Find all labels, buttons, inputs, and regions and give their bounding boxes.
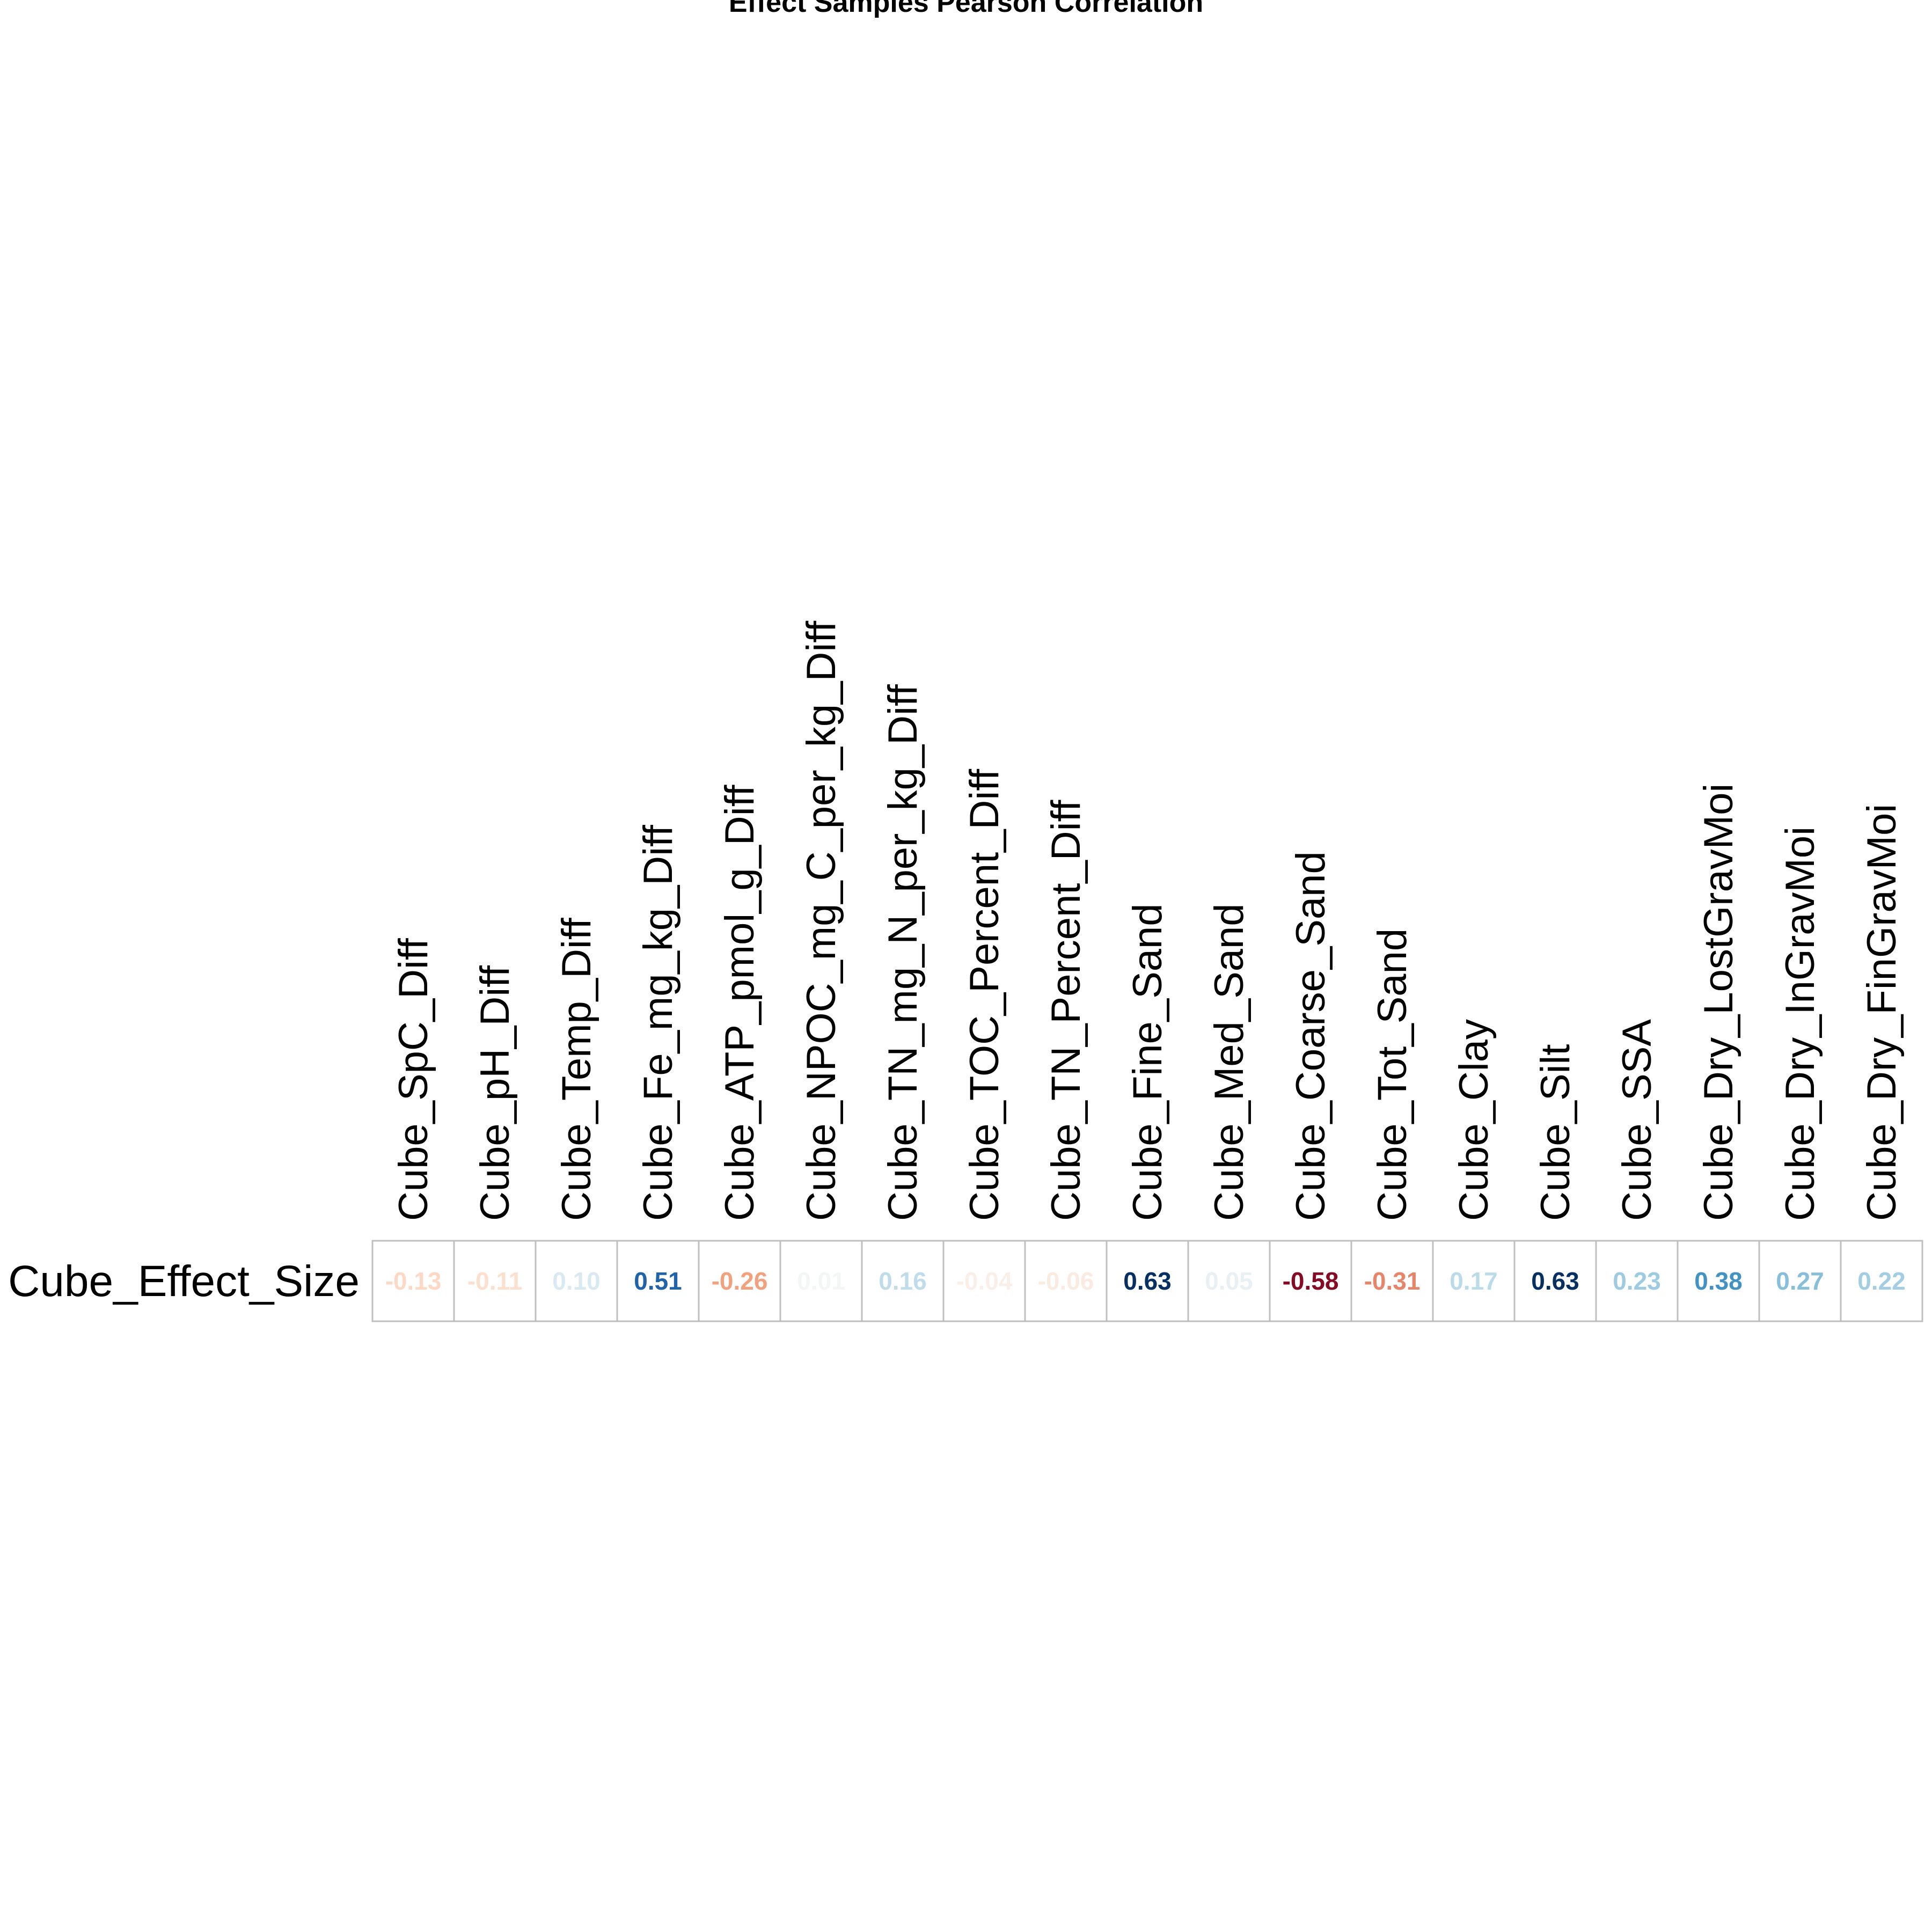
cell-value-label: 0.63 [1123, 1267, 1172, 1295]
column-label-cube-spc-diff: Cube_SpC_Diff [391, 938, 436, 1221]
heatmap-cell [1024, 1240, 1108, 1322]
cell-value-label: 0.01 [797, 1267, 845, 1295]
heatmap-cell [1350, 1240, 1434, 1322]
column-labels: Cube_SpC_Diff Cube_pH_Diff Cube_Temp_Diff C… [391, 620, 1905, 1221]
heatmap-cell [1677, 1240, 1760, 1322]
column-label-cube-temp-diff: Cube_Temp_Diff [554, 917, 599, 1221]
chart-title: Effect Samples Pearson Correlation [729, 0, 1203, 18]
column-label-cube-dry-lostgravmoi: Cube_Dry_LostGravMoi [1696, 784, 1741, 1221]
cell-value-label: 0.10 [552, 1267, 601, 1295]
column-label-cube-ssa: Cube_SSA [1614, 1019, 1660, 1221]
cell-value-label: 0.05 [1205, 1267, 1253, 1295]
column-label-cube-fe-mg-kg-diff: Cube_Fe_mg_kg_Diff [635, 824, 681, 1221]
row-labels: Cube_Effect_Size [8, 1257, 360, 1306]
cell-value-label: -0.13 [385, 1267, 442, 1295]
cell-value-label: 0.22 [1857, 1267, 1906, 1295]
column-label-cube-tn-percent-diff: Cube_TN_Percent_Diff [1043, 800, 1089, 1221]
heatmap-cell [371, 1240, 455, 1322]
cell-value-label: 0.23 [1613, 1267, 1661, 1295]
row-label-cube-effect-size: Cube_Effect_Size [8, 1257, 360, 1306]
heatmap-cell [1758, 1240, 1842, 1322]
heatmap-cell [1106, 1240, 1189, 1322]
heatmap-cell [1269, 1240, 1352, 1322]
column-label-cube-coarse-sand: Cube_Coarse_Sand [1288, 851, 1334, 1221]
column-label-cube-dry-fingravmoi: Cube_Dry_FinGravMoi [1859, 804, 1905, 1221]
cell-value-label: 0.16 [879, 1267, 927, 1295]
cell-value-label: 0.63 [1531, 1267, 1579, 1295]
heatmap-cell [535, 1240, 618, 1322]
cell-value-label: 0.38 [1694, 1267, 1743, 1295]
heatmap-cell [453, 1240, 537, 1322]
column-label-cube-silt: Cube_Silt [1533, 1044, 1578, 1221]
heatmap-cell [779, 1240, 863, 1322]
cell-value-label: 0.27 [1776, 1267, 1824, 1295]
column-label-cube-fine-sand: Cube_Fine_Sand [1125, 903, 1170, 1221]
cell-value-label: -0.58 [1283, 1267, 1339, 1295]
column-label-cube-atp-pmol-g-diff: Cube_ATP_pmol_g_Diff [717, 785, 763, 1221]
heatmap-cell [1595, 1240, 1679, 1322]
cell-value-label: -0.04 [956, 1267, 1013, 1295]
cell-value-label: -0.26 [712, 1267, 768, 1295]
column-label-cube-tn-mg-n-per-kg-diff: Cube_TN_mg_N_per_kg_Diff [880, 684, 926, 1221]
heatmap-cell [942, 1240, 1026, 1322]
column-label-cube-dry-ingravmoi: Cube_Dry_InGravMoi [1777, 826, 1823, 1221]
column-label-cube-toc-percent-diff: Cube_TOC_Percent_Diff [962, 769, 1007, 1221]
heatmap-cell [698, 1240, 781, 1322]
column-label-cube-npoc-mg-c-per-kg-diff: Cube_NPOC_mg_C_per_kg_Diff [799, 620, 844, 1221]
heatmap-cell [861, 1240, 945, 1322]
column-label-cube-tot-sand: Cube_Tot_Sand [1370, 928, 1415, 1221]
column-label-cube-med-sand: Cube_Med_Sand [1206, 903, 1252, 1221]
cell-value-label: -0.06 [1038, 1267, 1094, 1295]
column-label-cube-ph-diff: Cube_pH_Diff [472, 965, 518, 1221]
heatmap-cell [1840, 1240, 1923, 1322]
cell-value-label: 0.51 [634, 1267, 682, 1295]
heatmap-cell [1432, 1240, 1516, 1322]
cell-value-label: -0.31 [1364, 1267, 1421, 1295]
cell-value-label: -0.11 [467, 1267, 522, 1295]
column-label-cube-clay: Cube_Clay [1451, 1019, 1497, 1221]
cell-value-label: 0.17 [1450, 1267, 1498, 1295]
heatmap-cells: -0.13 -0.11 0.10 0.51 -0.26 0.01 0.16 -0.04 -0.0… [371, 1240, 1923, 1322]
